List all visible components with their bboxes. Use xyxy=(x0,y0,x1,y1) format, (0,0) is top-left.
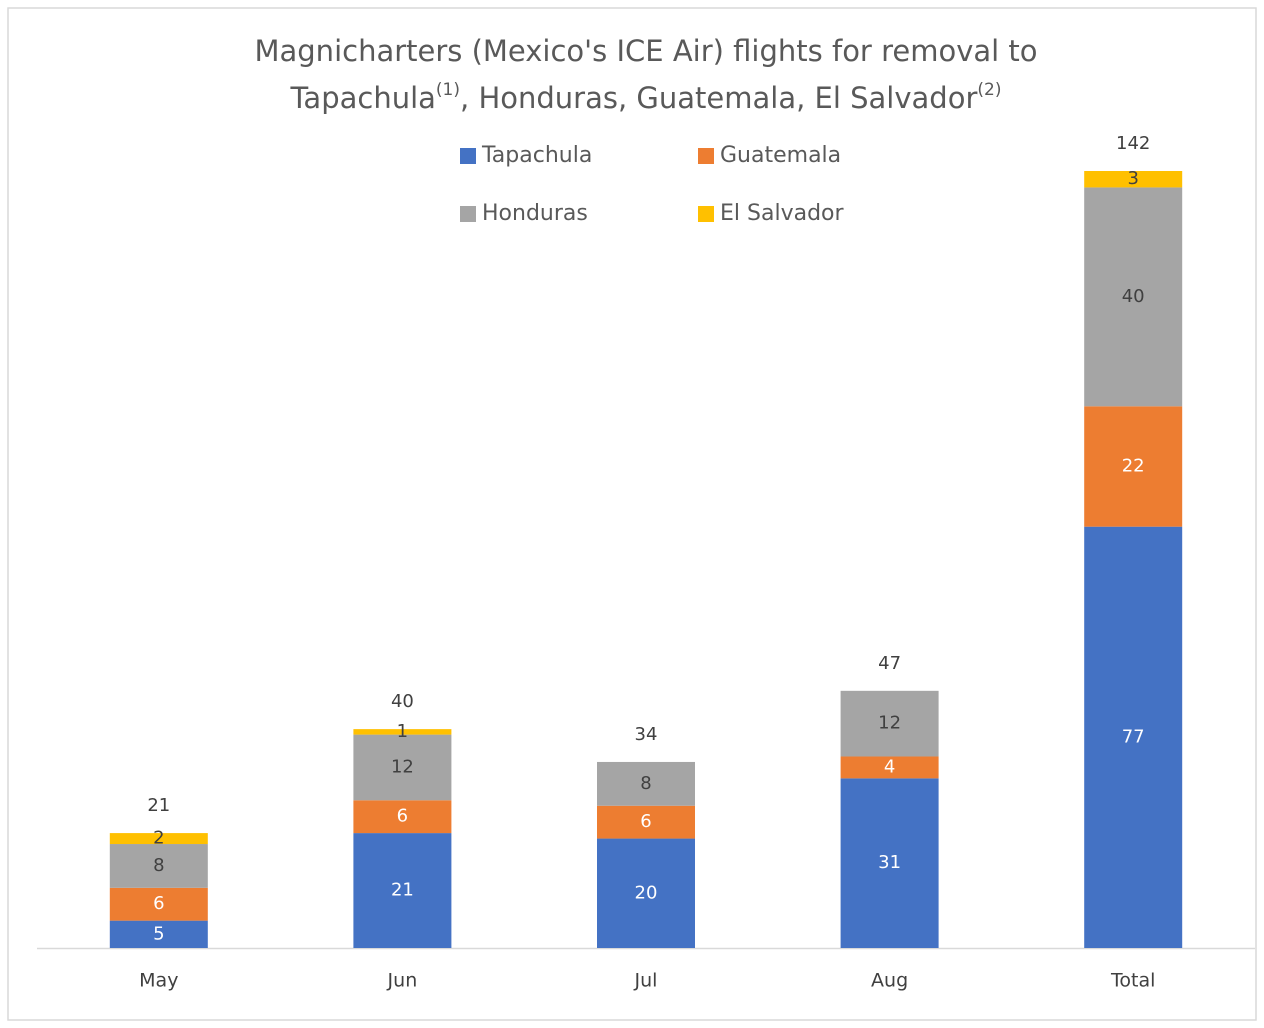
legend-swatch xyxy=(460,206,476,222)
x-tick-label: Jul xyxy=(634,970,658,992)
chart-title: Tapachula(1), Honduras, Guatemala, El Sa… xyxy=(290,80,1002,115)
total-label: 40 xyxy=(391,691,414,712)
bar-segment xyxy=(353,800,452,834)
data-label: 6 xyxy=(397,806,408,827)
bar-segment xyxy=(840,756,939,779)
x-tick-label: May xyxy=(139,970,178,992)
bar-segment xyxy=(353,833,452,948)
total-label: 34 xyxy=(635,724,658,745)
x-tick-label: Total xyxy=(1110,970,1155,992)
bar-segment xyxy=(109,887,208,921)
data-label: 4 xyxy=(884,756,895,777)
title-superscript: (2) xyxy=(977,80,1001,100)
data-label: 77 xyxy=(1122,726,1145,747)
total-label: 47 xyxy=(878,653,901,674)
bar-segment xyxy=(353,734,452,801)
data-label: 12 xyxy=(878,713,901,734)
bar-segment xyxy=(840,690,939,757)
data-label: 22 xyxy=(1122,455,1145,476)
title-superscript: (1) xyxy=(436,80,460,100)
bar-segment xyxy=(109,833,208,845)
legend-label: El Salvador xyxy=(720,201,844,226)
title-part: Tapachula xyxy=(290,81,436,115)
data-label: 2 xyxy=(153,828,164,849)
data-label: 1 xyxy=(397,721,408,742)
x-tick-label: Aug xyxy=(871,970,908,992)
chart-title: Magnicharters (Mexico's ICE Air) flights… xyxy=(254,34,1037,68)
data-label: 20 xyxy=(635,882,658,903)
data-label: 40 xyxy=(1122,286,1145,307)
bar-segment xyxy=(597,761,695,806)
title-part: , Honduras, Guatemala, El Salvador xyxy=(460,81,977,115)
legend-label: Guatemala xyxy=(720,143,841,168)
data-label: 5 xyxy=(153,923,164,944)
total-label: 142 xyxy=(1116,133,1150,154)
legend-label: Honduras xyxy=(482,201,588,226)
total-label: 21 xyxy=(147,795,170,816)
x-tick-label: Jun xyxy=(387,970,418,992)
bar-segment xyxy=(109,844,208,888)
bar-segment xyxy=(597,805,695,839)
bar-segment xyxy=(1084,526,1183,948)
data-label: 6 xyxy=(640,811,651,832)
bar-segment xyxy=(840,778,939,948)
bar-segment xyxy=(353,729,452,735)
bar-segment xyxy=(597,838,695,948)
bar-segment xyxy=(109,920,208,948)
data-label: 8 xyxy=(640,773,651,794)
data-label: 12 xyxy=(391,756,414,777)
bar-segment xyxy=(1084,187,1183,407)
data-label: 21 xyxy=(391,880,414,901)
legend-label: Tapachula xyxy=(481,143,592,168)
legend-swatch xyxy=(698,148,714,164)
data-label: 6 xyxy=(153,893,164,914)
legend-swatch xyxy=(698,206,714,222)
data-label: 31 xyxy=(878,852,901,873)
legend-swatch xyxy=(460,148,476,164)
bar-segment xyxy=(1084,171,1183,188)
data-label: 3 xyxy=(1127,168,1138,189)
data-label: 8 xyxy=(153,855,164,876)
bar-segment xyxy=(1084,406,1183,527)
